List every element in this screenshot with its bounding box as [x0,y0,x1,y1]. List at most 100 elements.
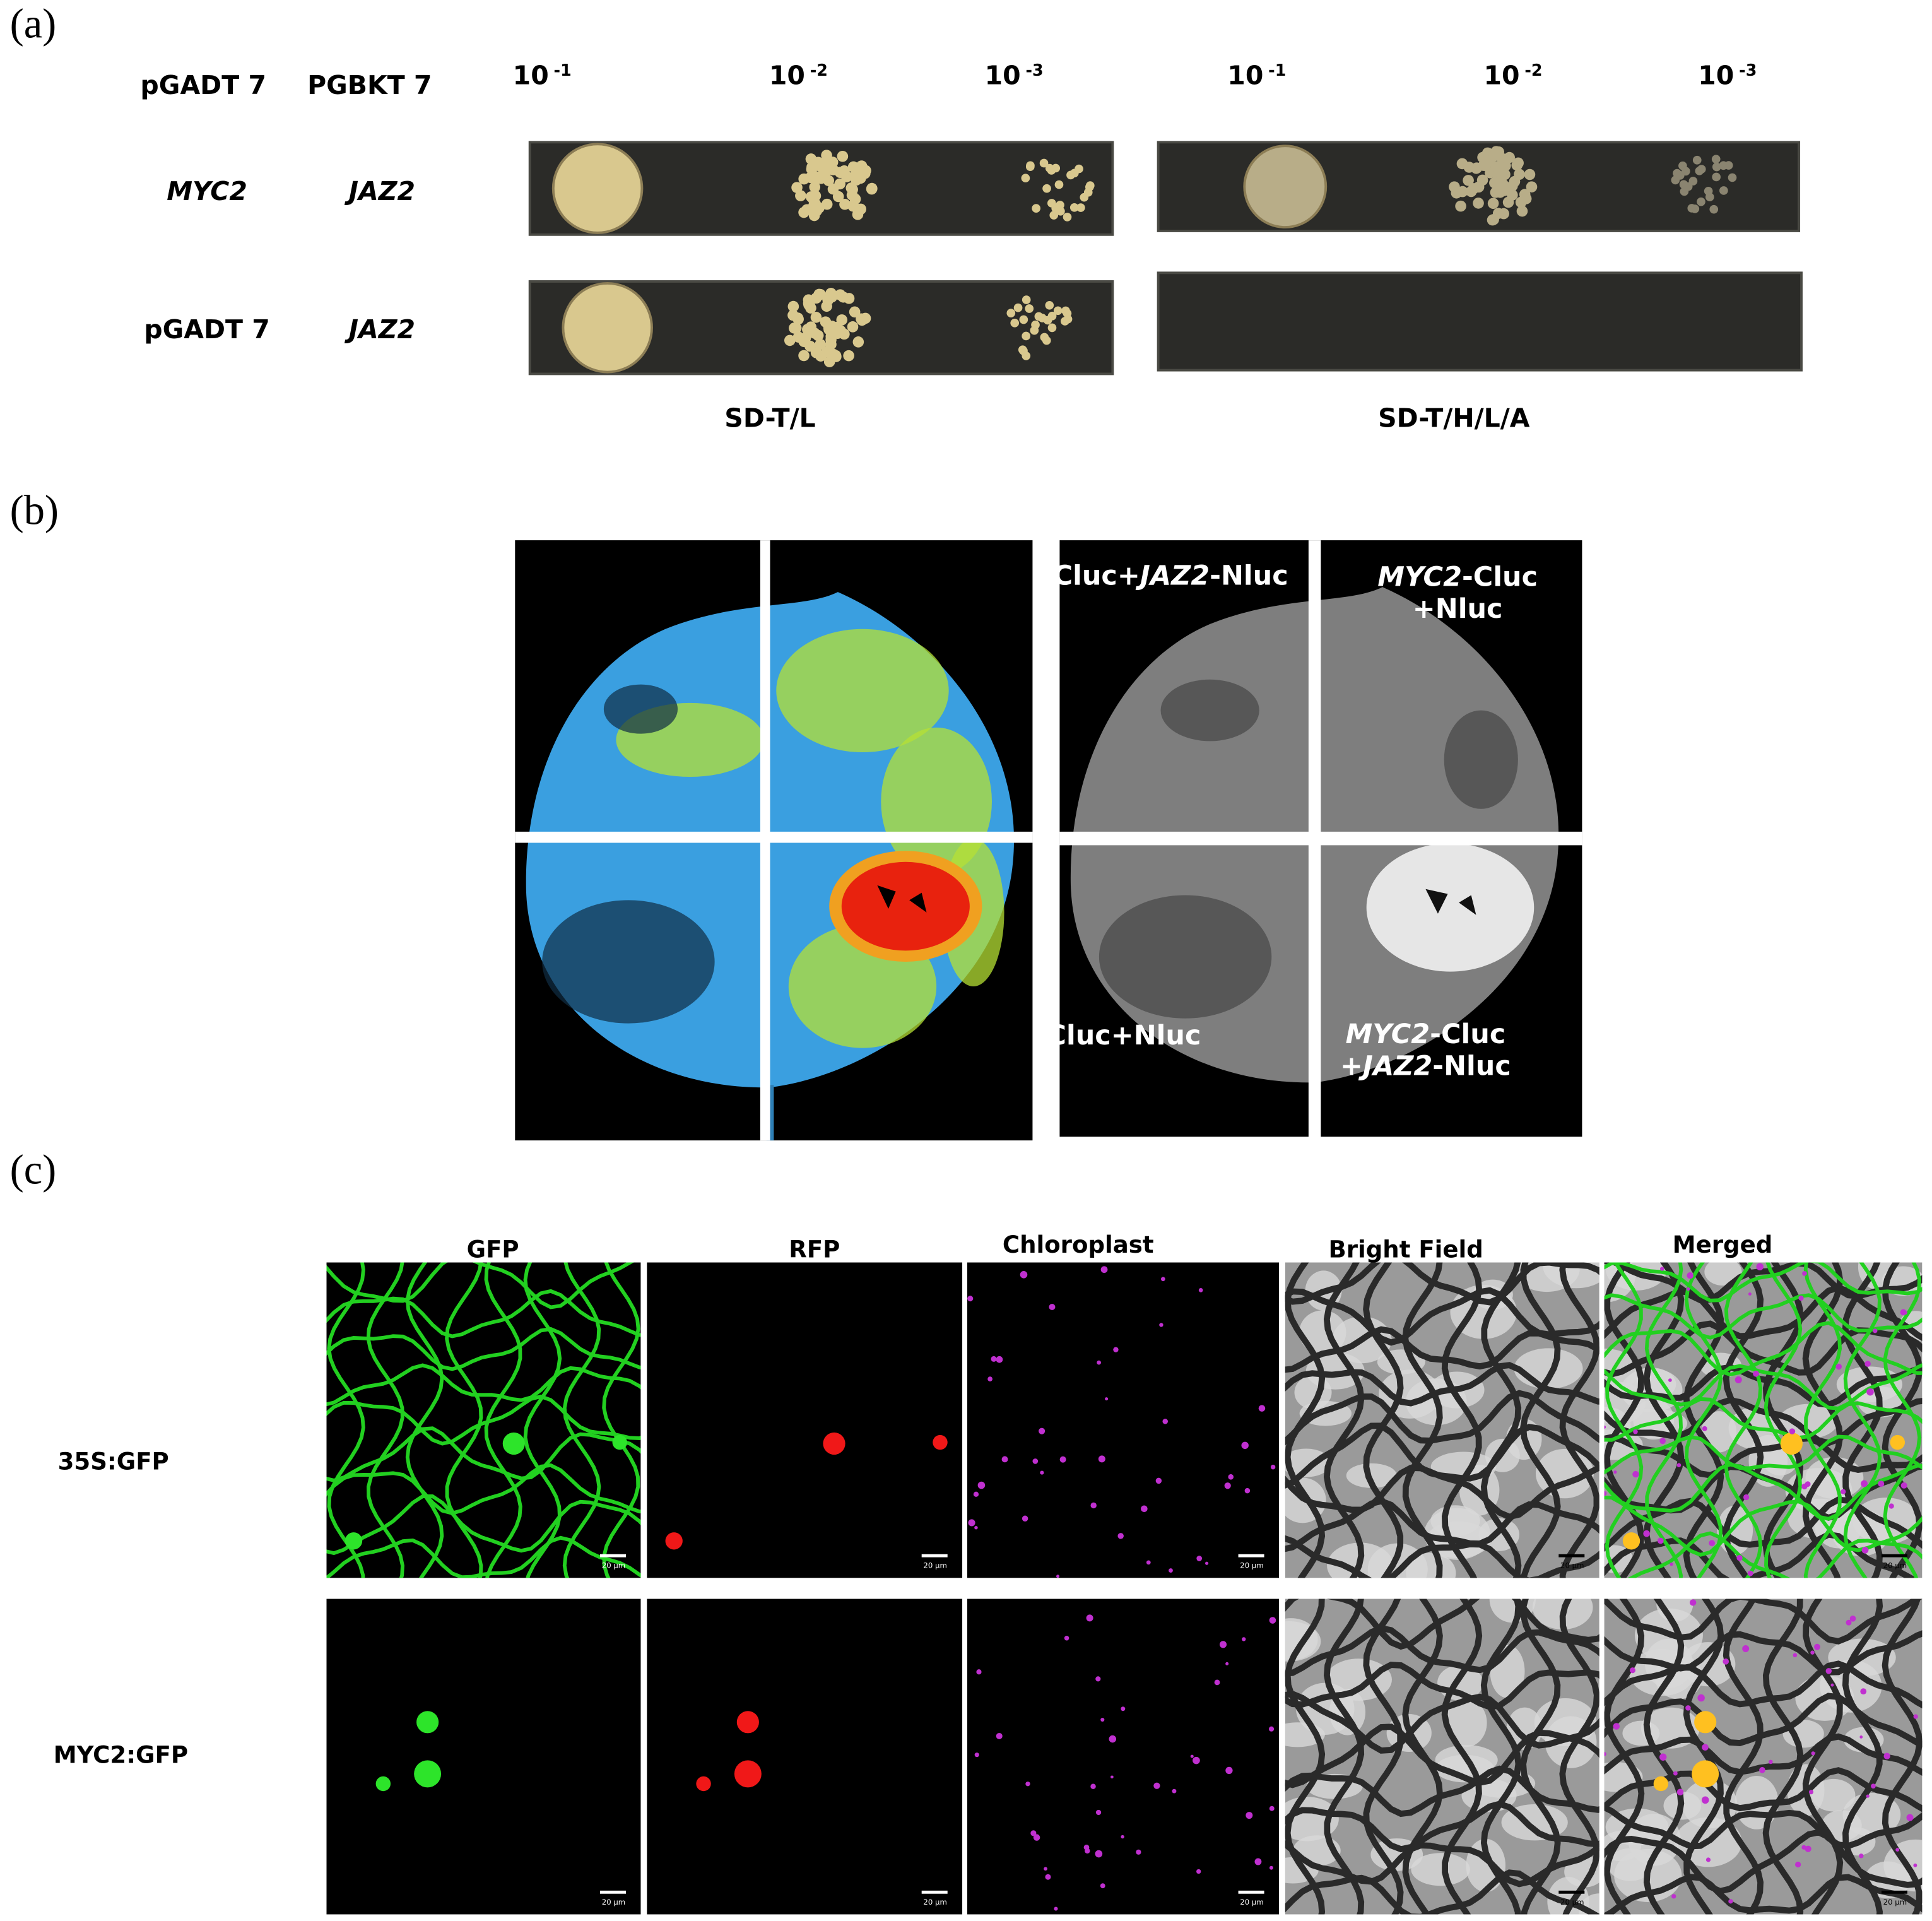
yeast-colony [812,329,824,341]
chloroplast [1900,1482,1907,1489]
chloroplast [1900,1309,1907,1316]
chloroplast [1228,1474,1234,1480]
cell-wall [1724,1262,1763,1578]
yeast-colony [1526,181,1538,192]
chloroplast [1859,1735,1863,1739]
construct-label: MYC2 [167,176,247,206]
chloroplast [1613,1470,1617,1474]
chloroplast [977,1481,986,1489]
chloroplast [1705,1857,1711,1862]
text-segment: JAZ2 [1358,1051,1432,1082]
cell-wall [1762,1599,1804,1915]
cell-wall [1285,1869,1599,1915]
chloroplast [1241,1441,1249,1450]
chloroplast [1224,1482,1231,1489]
chloroplast [1254,1858,1262,1865]
chloroplast [1146,1560,1151,1565]
dilution-base: 10 [985,61,1021,91]
chloroplast [1871,1783,1876,1789]
chloroplast [1225,1766,1233,1775]
yeast-colony [1013,303,1023,312]
micrograph-background [967,1599,1280,1915]
chloroplast [967,1296,974,1302]
micrograph: 20 μm [326,1262,641,1578]
yeast-colony [1085,181,1095,190]
yeast-colony [1076,203,1085,212]
chloroplast [996,1356,1003,1363]
yeast-colony [1487,214,1499,226]
chloroplast [1244,1487,1251,1494]
dilution-label: 10 -3 [1698,61,1757,91]
cell-wall [1363,1599,1404,1915]
yeast-colony [1049,211,1059,220]
cell-wall [1683,1262,1724,1578]
cell-wall [1683,1599,1724,1915]
chloroplast [1155,1477,1162,1484]
micrograph: 20 μm [647,1599,963,1915]
yeast-colony [856,160,868,172]
dilution-base: 10 [1484,61,1520,91]
scale-bar-label: 20 μm [1883,1561,1907,1570]
text-segment: MYC2 [1345,1019,1430,1050]
cell-lumen [1543,1262,1599,1289]
chloroplast [1685,1705,1691,1711]
yeast-colony [551,143,644,234]
yeast-colony [852,336,864,348]
leaf-hole [877,885,927,913]
cell-wall [1323,1599,1365,1915]
yeast-colony [1031,320,1040,329]
cell-wall [1480,1262,1522,1578]
construct-label: JAZ2 [345,176,415,206]
image-label: Cluc+Nluc [1046,1020,1201,1051]
yeast-colony [1489,177,1500,189]
chloroplast [1025,1782,1030,1787]
yeast-colony [815,350,827,362]
chloroplast [1768,1759,1773,1764]
yeast-colony [809,181,821,193]
chloroplast [1022,1515,1028,1522]
nucleus [1692,1760,1719,1788]
chloroplast [1671,1894,1676,1899]
chloroplast [1702,1426,1707,1431]
yeast-colony [1490,146,1502,157]
cell-wall [523,1262,562,1578]
yeast-colony [1473,198,1484,209]
chloroplast [1169,1568,1173,1573]
chloroplast [1657,1537,1664,1544]
panel-label: (a) [10,1,57,47]
chloroplast [1162,1419,1168,1424]
dilution-base: 10 [769,61,805,91]
cell-wall [326,1394,641,1446]
chloroplast [1659,1753,1667,1761]
chloroplast [1668,1378,1672,1382]
image-label: +JAZ2-Nluc [1340,1051,1511,1082]
channel-header: GFP [467,1236,519,1263]
cell-wall [1363,1262,1404,1578]
yeast-colony [810,312,822,323]
yeast-colony [787,309,799,321]
cell-wall [1480,1599,1522,1915]
chloroplast [1604,1752,1606,1756]
cell-lumen [1346,1463,1397,1488]
chloroplast [1701,1796,1709,1804]
yeast-colony [1524,168,1536,180]
chloroplast [1604,1491,1607,1496]
chloroplast [1753,1370,1759,1377]
chloroplast [1742,1645,1750,1652]
nucleus [416,1711,439,1734]
chloroplast [1030,1830,1037,1836]
yeast-colony [1712,162,1721,172]
scale-bar-label: 20 μm [1240,1561,1263,1570]
cell-wall [1285,1262,1326,1578]
chloroplast [1709,1540,1716,1547]
scale-bar-label: 20 μm [1560,1561,1584,1570]
cell-wall [1285,1800,1599,1853]
chloroplast [1136,1849,1141,1855]
text-segment: + [1340,1051,1363,1082]
scale-bar-label: 20 μm [1240,1898,1263,1906]
chloroplast [1736,1555,1743,1561]
micrograph: 20 μm [967,1262,1280,1578]
yeast-colony [1511,159,1523,171]
chloroplast [1643,1530,1650,1537]
leaf-shadow [603,684,678,734]
